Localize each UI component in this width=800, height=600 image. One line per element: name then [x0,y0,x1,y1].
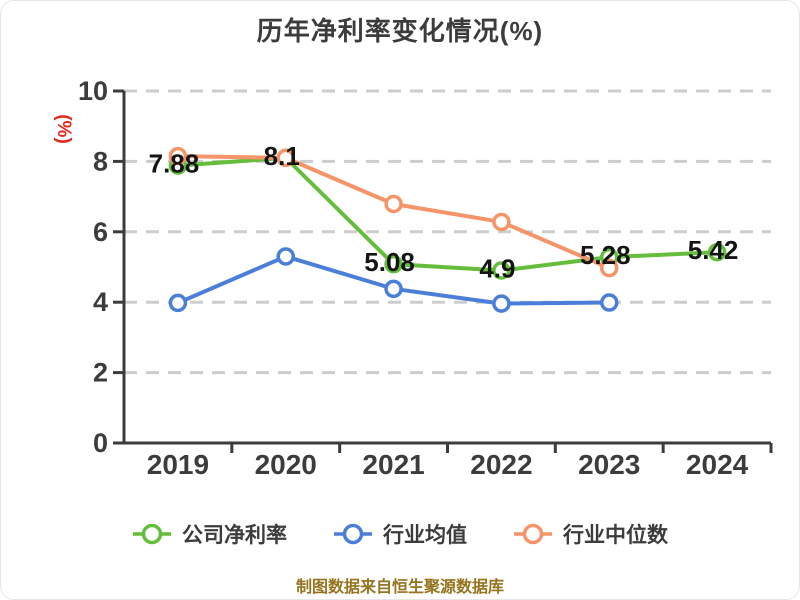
legend-label-industry-average: 行业均值 [383,524,467,547]
company-series-marker-icon [133,523,171,545]
svg-text:2023: 2023 [578,449,640,480]
svg-text:2021: 2021 [362,449,424,480]
svg-text:10: 10 [78,76,108,106]
svg-text:5.08: 5.08 [364,247,415,277]
legend-item-industry-median: 行业中位数 [513,519,668,549]
plot-area: 0 2 4 6 8 10 2019 2020 2021 2022 2023 2024 7.88 8.1 5.… [78,76,773,480]
svg-text:6: 6 [93,217,108,247]
svg-text:2: 2 [93,358,108,388]
legend-label-industry-median: 行业中位数 [563,524,668,547]
legend-item-company: 公司净利率 [132,519,287,549]
chart-title: 历年净利率变化情况(%) [256,16,544,46]
svg-text:2019: 2019 [147,449,209,480]
svg-text:7.88: 7.88 [149,149,200,179]
svg-text:4.9: 4.9 [479,254,515,284]
svg-text:5.42: 5.42 [688,235,739,265]
svg-text:2020: 2020 [255,449,317,480]
legend-label-company: 公司净利率 [182,524,287,547]
svg-text:8.1: 8.1 [264,141,300,171]
svg-text:8: 8 [93,146,108,176]
industry-median-series-marker-icon [514,523,552,545]
svg-text:2024: 2024 [686,449,749,480]
data-source-note: 制图数据来自恒生聚源数据库 [295,579,504,596]
svg-text:0: 0 [93,428,108,458]
svg-text:5.28: 5.28 [580,240,631,270]
industry-average-series-marker-icon [334,523,372,545]
chart-legend: 公司净利率 行业均值 行业中位数 [1,519,799,549]
legend-item-industry-average: 行业均值 [333,519,467,549]
svg-text:4: 4 [93,287,108,317]
svg-text:2022: 2022 [470,449,532,480]
